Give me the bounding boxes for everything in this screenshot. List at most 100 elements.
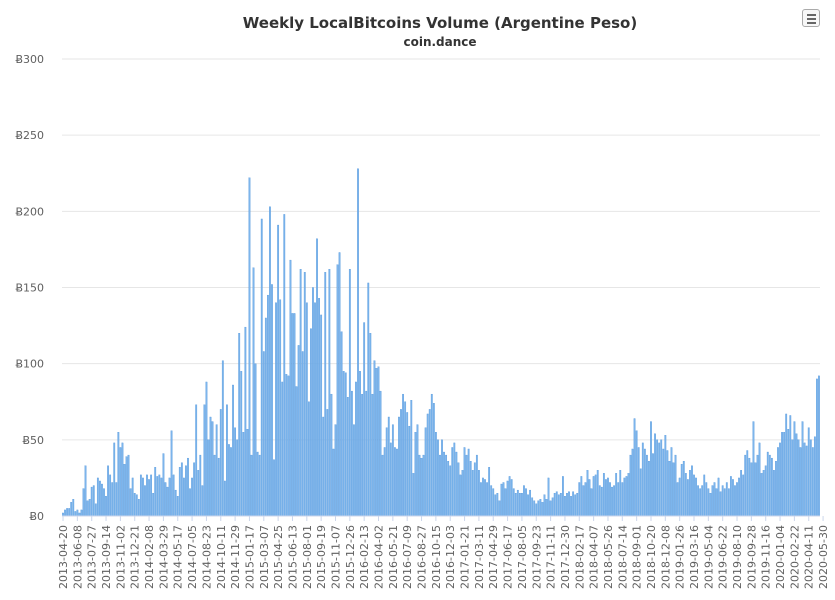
bar <box>799 447 802 517</box>
bar-series <box>62 168 820 517</box>
bar <box>596 470 599 517</box>
bar <box>123 464 126 517</box>
x-tick-label: 2017-04-29 <box>487 525 500 589</box>
bar <box>627 473 630 517</box>
bar <box>135 494 138 517</box>
x-tick-label: 2015-08-01 <box>301 525 314 589</box>
bar <box>543 494 546 517</box>
bar <box>316 238 318 517</box>
bar <box>391 424 394 517</box>
bar <box>232 384 234 517</box>
bar <box>689 470 691 517</box>
bar <box>666 450 669 517</box>
bar <box>484 479 486 517</box>
bar <box>787 429 790 517</box>
bar <box>777 447 779 517</box>
bar <box>103 488 105 517</box>
bar <box>86 500 89 517</box>
bar <box>185 465 187 517</box>
bar <box>201 485 204 517</box>
bar <box>271 284 273 517</box>
bar <box>269 206 271 517</box>
bar <box>133 492 136 517</box>
bar <box>727 488 730 517</box>
bar <box>639 468 642 517</box>
bar <box>523 485 525 517</box>
bar <box>461 470 464 517</box>
bar <box>252 267 255 517</box>
bar <box>260 218 263 517</box>
bar <box>193 462 196 517</box>
bar <box>717 477 720 517</box>
bar <box>191 477 193 517</box>
bar <box>488 467 491 517</box>
bar <box>559 492 562 517</box>
bar <box>732 479 734 517</box>
bar <box>174 489 177 517</box>
bar <box>82 488 85 517</box>
chart-title: Weekly LocalBitcoins Volume (Argentine P… <box>242 14 638 32</box>
bar <box>672 462 675 517</box>
bar <box>459 474 462 517</box>
bar <box>473 462 476 517</box>
x-tick-label: 2017-11-11 <box>545 525 558 589</box>
bar <box>240 371 243 517</box>
bar <box>127 454 130 517</box>
bar <box>521 492 523 517</box>
bar <box>740 470 743 517</box>
bar <box>92 485 95 517</box>
x-tick-label: 2018-07-14 <box>616 525 629 589</box>
bar <box>99 480 101 517</box>
bar <box>131 477 134 517</box>
bar <box>275 302 277 517</box>
gridlines <box>62 58 820 517</box>
bar <box>183 477 185 517</box>
bar <box>156 476 159 517</box>
bar <box>64 509 66 517</box>
bar <box>816 378 818 517</box>
bar <box>617 482 620 517</box>
bar <box>562 476 564 517</box>
bar <box>418 454 421 517</box>
x-tick-label: 2016-08-27 <box>416 525 429 589</box>
bar <box>779 442 781 517</box>
chart-menu-button[interactable] <box>802 9 820 27</box>
bar <box>713 482 716 517</box>
bar <box>721 485 724 517</box>
x-tick-label: 2019-06-22 <box>717 525 730 589</box>
bar <box>729 476 732 517</box>
chart-subtitle: coin.dance <box>403 35 477 49</box>
bar <box>525 488 527 517</box>
bar <box>803 442 806 517</box>
bar <box>691 465 693 517</box>
bar <box>648 461 650 517</box>
bar <box>412 473 415 517</box>
bar <box>361 393 364 517</box>
x-tick-label: 2013-09-14 <box>100 525 113 589</box>
x-tick-label: 2014-07-05 <box>186 525 199 589</box>
bar <box>322 416 325 517</box>
bar <box>369 333 372 517</box>
bar <box>70 502 73 517</box>
bar <box>502 482 505 517</box>
bar <box>682 461 685 517</box>
bar <box>447 461 450 517</box>
bar <box>623 477 626 517</box>
x-tick-label: 2018-05-26 <box>602 525 615 589</box>
bar <box>631 448 634 517</box>
x-axis: 2013-04-20 2013-06-08 2013-07-27 2013-09-14… <box>57 515 830 589</box>
bar <box>195 404 198 517</box>
bar <box>465 454 468 517</box>
x-tick-label: 2013-11-02 <box>114 525 127 589</box>
bar <box>320 314 323 517</box>
bar <box>139 474 142 517</box>
bar <box>340 331 343 517</box>
bar <box>711 485 714 517</box>
bar <box>541 502 544 517</box>
bar <box>615 473 618 517</box>
bar <box>111 482 114 517</box>
bar <box>394 447 396 517</box>
bar <box>422 454 425 517</box>
bar <box>342 371 345 517</box>
bar <box>766 451 769 517</box>
